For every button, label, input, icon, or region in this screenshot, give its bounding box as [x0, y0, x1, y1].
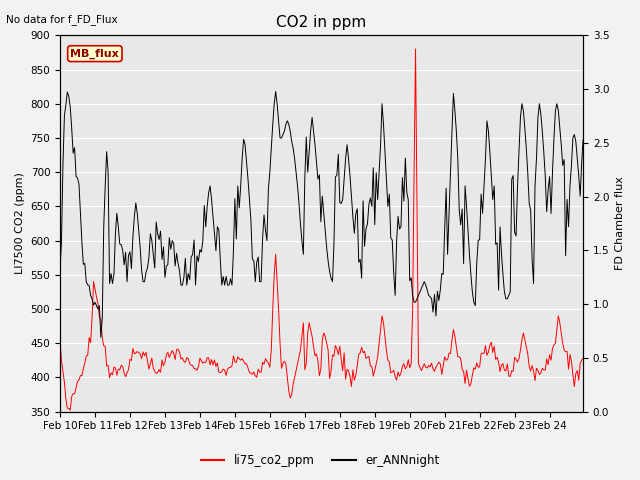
Text: MB_flux: MB_flux — [70, 48, 119, 59]
Legend: li75_co2_ppm, er_ANNnight: li75_co2_ppm, er_ANNnight — [196, 449, 444, 472]
Title: CO2 in ppm: CO2 in ppm — [276, 15, 367, 30]
Y-axis label: FD Chamber flux: FD Chamber flux — [615, 177, 625, 270]
Y-axis label: LI7500 CO2 (ppm): LI7500 CO2 (ppm) — [15, 173, 25, 275]
Text: No data for f_FD_Flux: No data for f_FD_Flux — [6, 14, 118, 25]
